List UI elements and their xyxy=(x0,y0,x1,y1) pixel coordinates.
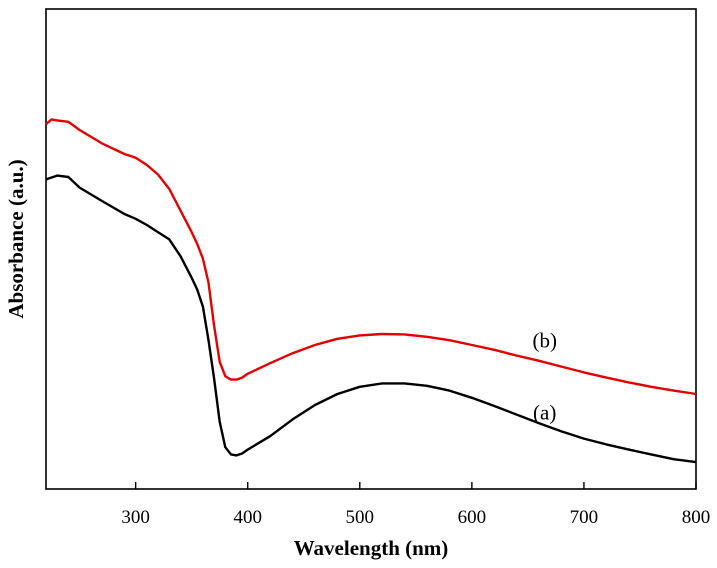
curve-annotations: (a) (b) xyxy=(532,328,557,424)
series-layer xyxy=(45,118,697,464)
plot-area: 300 400 500 600 700 800 (a) (b) xyxy=(45,8,710,528)
series-line-b xyxy=(45,118,697,396)
curve-label-b: (b) xyxy=(532,328,557,352)
x-axis-ticks: 300 400 500 600 700 800 xyxy=(121,482,710,528)
y-axis-title: Absorbance (a.u.) xyxy=(4,159,28,318)
x-tick-label: 800 xyxy=(682,507,711,528)
series-line-a xyxy=(45,174,697,464)
x-axis-title: Wavelength (nm) xyxy=(294,536,449,560)
x-tick-label: 600 xyxy=(458,507,487,528)
x-tick-label: 400 xyxy=(233,507,262,528)
x-tick-label: 500 xyxy=(346,507,375,528)
x-tick-label: 300 xyxy=(121,507,150,528)
x-tick-label: 700 xyxy=(570,507,599,528)
plot-frame xyxy=(45,8,697,490)
curve-label-a: (a) xyxy=(533,400,556,424)
